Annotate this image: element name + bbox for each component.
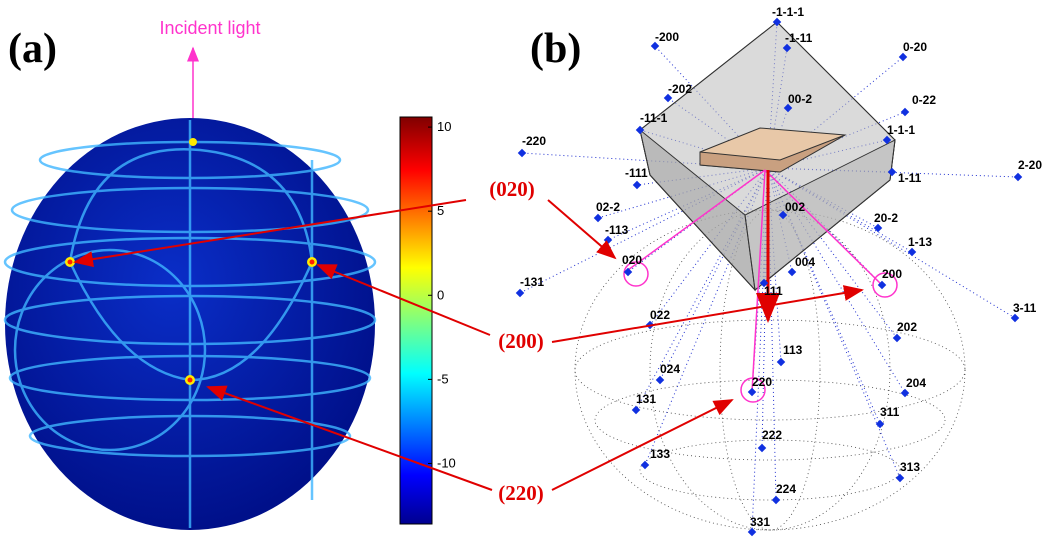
pole-dot	[772, 496, 780, 504]
pole-label: 1-13	[908, 235, 932, 249]
pole-label: -200	[655, 30, 679, 44]
panel-label: (a)	[8, 26, 57, 72]
pole-label: -1-11	[785, 31, 813, 45]
colorbar-tick-label: 0	[437, 287, 444, 302]
pole-label: 200	[882, 267, 902, 281]
figure: (a) Incident light 1050-5-10 (b)	[0, 0, 1053, 539]
pole-label: 0-22	[912, 93, 936, 107]
pole-label: 133	[650, 447, 670, 461]
pole-dot	[901, 108, 909, 116]
pole-dot	[632, 406, 640, 414]
pole-dot	[777, 358, 785, 366]
pole-dot	[758, 444, 766, 452]
pole-dot	[594, 214, 602, 222]
pole-label: 204	[906, 376, 926, 390]
pole-label: 004	[795, 255, 815, 269]
pole-label: 331	[750, 515, 770, 529]
pole-label: 020	[622, 253, 642, 267]
colorbar-tick-label: 10	[437, 119, 451, 134]
incident-label: Incident light	[159, 18, 260, 38]
pole-dot	[788, 268, 796, 276]
pole-label: 313	[900, 460, 920, 474]
colorbar-tick-label: -10	[437, 455, 456, 470]
pole-dot	[641, 461, 649, 469]
pole-label: 113	[783, 343, 803, 357]
pole-label: 20-2	[874, 211, 898, 225]
pole-label: 3-11	[1013, 301, 1037, 315]
pole-label: -113	[605, 223, 629, 237]
pole-label: 2-20	[1018, 158, 1042, 172]
panel-label: (b)	[530, 26, 581, 72]
pole-label: 111	[764, 284, 783, 298]
pole-label: 311	[880, 405, 900, 419]
pole-dot	[604, 236, 612, 244]
pole-label: 00-2	[788, 92, 812, 106]
pole-label: 202	[897, 320, 917, 334]
pole-label: 1-11	[898, 171, 922, 185]
pole-label: 024	[660, 362, 680, 376]
pole-dot	[899, 53, 907, 61]
colorbar-tick-label: -5	[437, 371, 449, 386]
callout: (220)	[498, 481, 544, 505]
pole-label: 0-20	[903, 40, 927, 54]
pole-dot	[908, 248, 916, 256]
sphere-a	[5, 118, 375, 530]
pole-dot	[516, 289, 524, 297]
pole-dot	[896, 474, 904, 482]
pole-label: -1-1-1	[772, 5, 804, 19]
pole-dot	[876, 420, 884, 428]
pole-label: -131	[520, 275, 544, 289]
pole-label: 220	[752, 375, 772, 389]
pole-dot	[633, 181, 641, 189]
pole-dot	[518, 149, 526, 157]
pole-label: -220	[522, 134, 546, 148]
pole-dot	[1011, 314, 1019, 322]
pole-label: -202	[668, 82, 692, 96]
callout: (020)	[489, 177, 535, 201]
pole-label: 002	[785, 200, 805, 214]
pole-label: 022	[650, 308, 670, 322]
pole-dot	[656, 376, 664, 384]
pole-dot	[893, 334, 901, 342]
callout: (200)	[498, 329, 544, 353]
pole-label: -11-1	[640, 111, 668, 125]
pole-label: 131	[636, 392, 656, 406]
pole-label: 1-1-1	[887, 123, 915, 137]
pole-dot	[748, 388, 756, 396]
pole-label: -111	[625, 166, 648, 180]
pole-label: 224	[776, 482, 796, 496]
pole-label: 02-2	[596, 200, 620, 214]
pole-dot	[901, 389, 909, 397]
pole-label: 222	[762, 428, 782, 442]
pole-dot	[1014, 173, 1022, 181]
